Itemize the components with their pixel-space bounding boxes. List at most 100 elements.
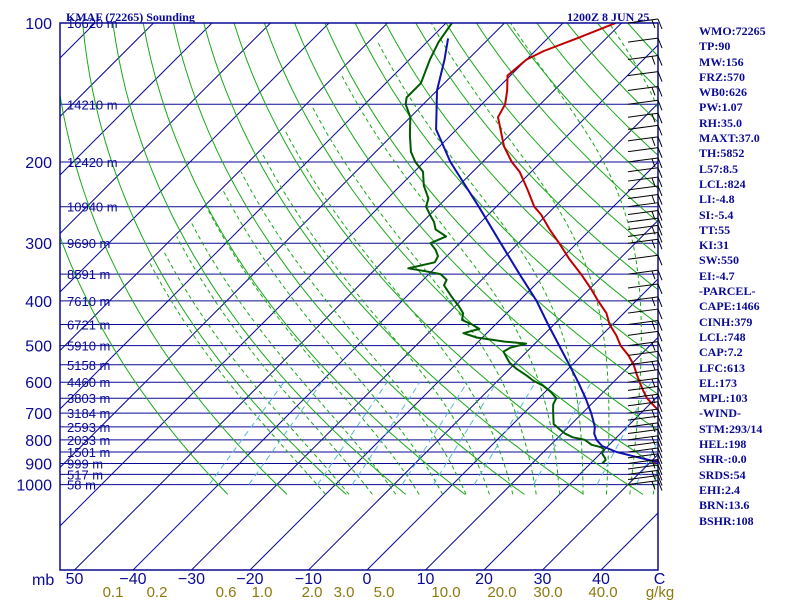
height-label: 58 m <box>67 478 96 493</box>
wind-barb-flag <box>657 157 663 169</box>
stat-line: BRN:13.6 <box>699 498 750 513</box>
wind-barb-flag <box>657 341 663 352</box>
wind-barb <box>627 136 659 142</box>
wind-barb <box>627 147 659 153</box>
wind-barb-flag <box>657 217 663 229</box>
wind-barb-flag <box>657 386 663 397</box>
dry-adiabat <box>82 23 347 495</box>
wind-barb <box>627 269 659 275</box>
height-label: 5910 m <box>67 339 110 354</box>
temperature-tick-label: −30 <box>178 571 205 588</box>
moist-adiabat <box>190 221 397 495</box>
wind-barb-flag <box>657 194 663 205</box>
wind-barb <box>627 18 659 24</box>
stat-line: L57:8.5 <box>699 161 738 176</box>
stat-line: LCL:824 <box>699 176 746 191</box>
stat-line: SW:550 <box>699 253 740 268</box>
moist-adiabat <box>377 41 584 495</box>
height-label: 3184 m <box>67 406 110 421</box>
wind-barb <box>627 202 659 208</box>
isotherm-line <box>60 23 447 410</box>
station-title: KMAF (72265) Sounding <box>66 10 195 24</box>
stat-line: LFC:613 <box>699 360 745 375</box>
wind-barb-flag <box>657 239 663 250</box>
pressure-tick-label: 600 <box>25 375 52 392</box>
wind-barb <box>627 475 659 481</box>
temperature-tick-label: 30 <box>534 571 552 588</box>
height-label: 517 m <box>67 467 103 482</box>
isotherm-line <box>425 336 658 570</box>
height-label: 6721 m <box>67 318 110 333</box>
dry-adiabat <box>233 23 644 495</box>
pressure-tick-label: 700 <box>25 406 52 423</box>
temperature-trace <box>497 23 658 464</box>
stat-line: BSHR:108 <box>699 513 754 528</box>
wind-barb <box>627 435 659 441</box>
moist-adiabat <box>205 206 420 495</box>
wind-barb-flag <box>651 226 656 235</box>
moist-adiabat <box>222 189 444 495</box>
mixing-ratio-label: 10.0 <box>431 584 460 600</box>
wind-barb-flag <box>657 37 663 49</box>
wind-barb-flag <box>657 147 663 158</box>
height-label: 3803 m <box>67 391 110 406</box>
wind-barb-flag <box>657 378 663 389</box>
wind-barb-flag <box>651 177 656 187</box>
wind-barb-flag <box>651 297 656 307</box>
stat-line: TT:55 <box>699 222 731 237</box>
pressure-tick-label: 300 <box>25 236 52 253</box>
wind-barb-flag <box>651 460 656 469</box>
wind-barb-flag <box>651 158 656 168</box>
mixing-ratio-line <box>351 381 421 485</box>
stat-line: KI:31 <box>699 238 729 253</box>
pressure-unit-label: mb <box>32 572 54 589</box>
temperature-tick-label: −10 <box>295 571 322 588</box>
wind-barb-flag <box>657 320 663 331</box>
mixing-ratio-label: 20.0 <box>487 584 516 600</box>
wind-barb-flag <box>657 408 663 420</box>
wind-barb-flag <box>657 480 663 491</box>
moist-adiabat <box>283 129 514 495</box>
height-label: 5158 m <box>67 358 110 373</box>
temperature-tick-label: −40 <box>119 571 146 588</box>
dry-adiabat <box>60 92 288 495</box>
wind-barb-flag <box>657 283 663 295</box>
wind-barb <box>627 124 659 130</box>
dry-adiabat <box>60 235 229 495</box>
isotherm-line <box>60 23 271 235</box>
wind-barb-flag <box>657 225 663 236</box>
isotherm-line <box>132 44 658 570</box>
moist-adiabat <box>162 249 350 495</box>
wind-barb <box>627 429 659 434</box>
mixing-ratio-label: 1.0 <box>252 584 273 600</box>
wind-barb <box>627 37 659 43</box>
wind-barb-flag <box>657 429 663 440</box>
wind-barb <box>627 85 659 91</box>
wind-barb <box>627 55 659 61</box>
stat-line: EL:173 <box>699 375 738 390</box>
isotherm-line <box>249 161 658 570</box>
isotherm-line <box>74 23 622 570</box>
wind-barb-flag <box>651 137 656 147</box>
wind-barb-flag <box>657 71 663 82</box>
observation-time: 1200Z 8 JUN 25 <box>567 10 650 24</box>
stat-line: PW:1.07 <box>699 100 743 115</box>
temperature-tick-label: 0 <box>363 571 372 588</box>
wind-barb <box>627 469 659 475</box>
isotherm-line <box>60 23 388 352</box>
wind-barb-flag <box>651 471 656 480</box>
wind-barb <box>627 185 659 191</box>
isotherm-line <box>60 23 505 469</box>
isotherm-line <box>483 395 658 570</box>
isotherm-line <box>60 23 213 176</box>
wind-barb-flag <box>651 321 656 330</box>
pressure-tick-label: 1000 <box>16 478 52 495</box>
wind-barb <box>627 480 659 486</box>
height-label: 9690 m <box>67 236 110 251</box>
wind-barb-flag <box>651 436 656 446</box>
stat-line: LCL:748 <box>699 329 746 344</box>
wind-barb <box>627 360 659 366</box>
wind-barb-flag <box>657 255 663 266</box>
moist-adiabat <box>510 23 642 495</box>
stat-line: CAP:7.2 <box>699 345 743 360</box>
